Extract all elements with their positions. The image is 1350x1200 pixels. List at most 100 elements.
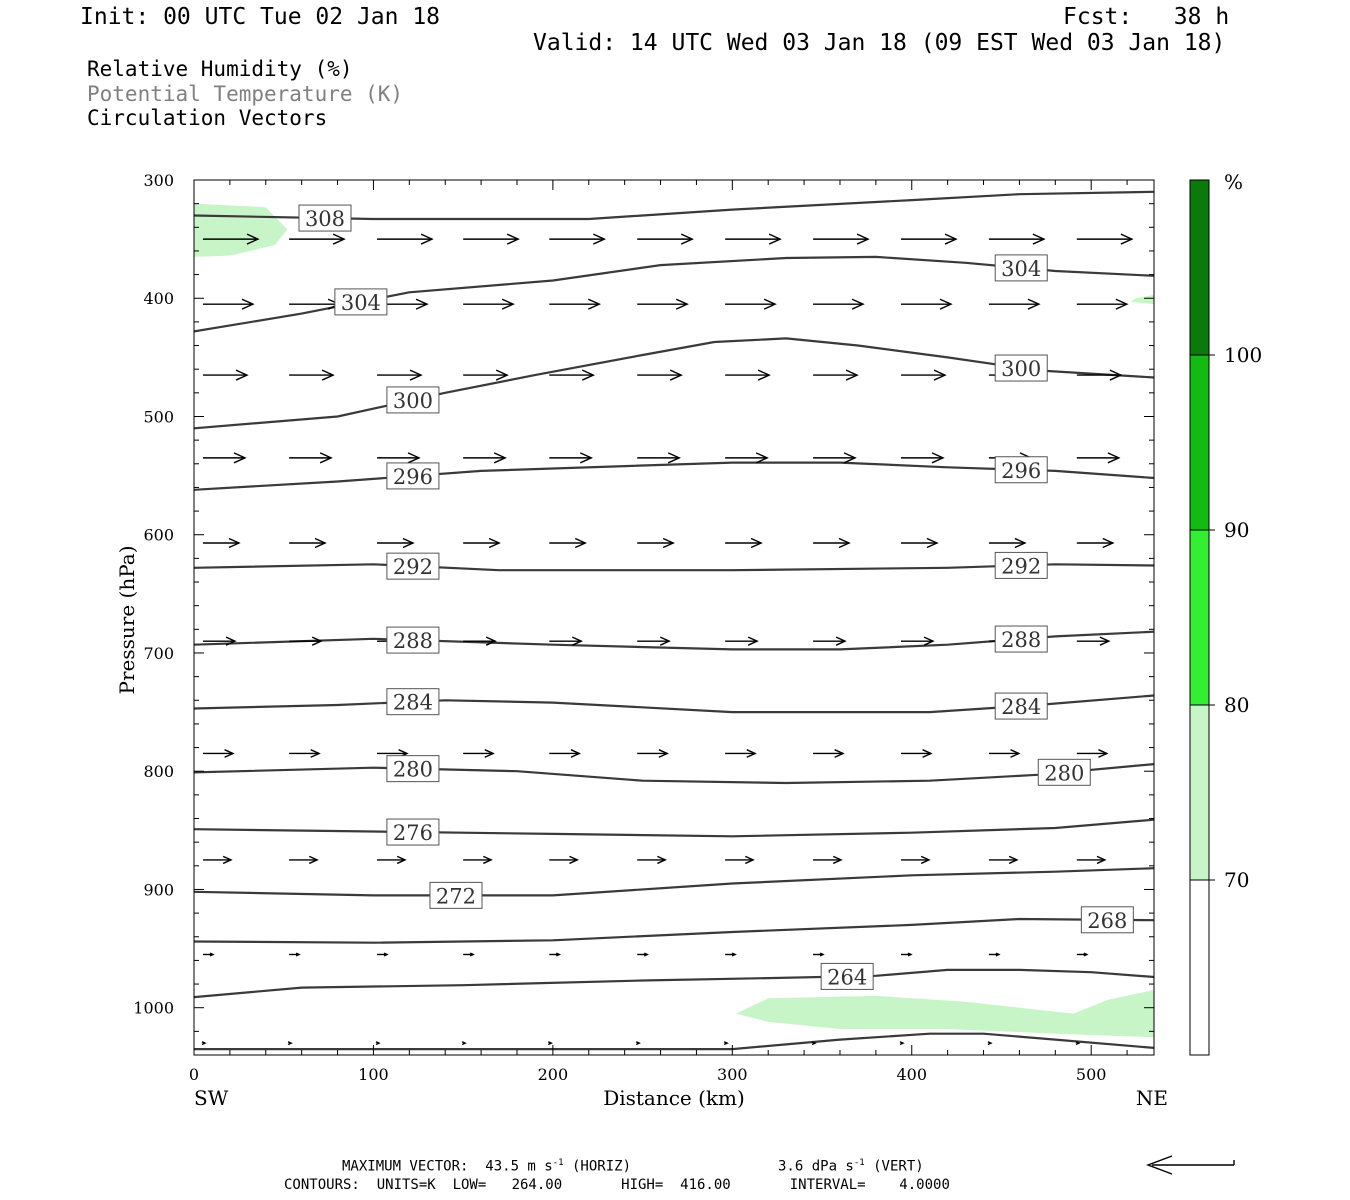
vector-head [723,1041,729,1046]
axes-layer: 300 400 500 600 700 800 900 1000 0 100 200 300 400 50… [133,171,1154,1084]
vector-head [832,855,843,865]
y-tick-label: 500 [143,407,174,426]
vector-head [548,1041,553,1046]
contour-label-box [994,254,1048,282]
vector-head [402,537,415,549]
vector-head [1109,369,1123,381]
vector-head [582,369,595,381]
contour-label-box [386,818,440,846]
field-relative-humidity: Relative Humidity (%) [87,57,353,81]
max-vector-vert-line: 3.6 dPa s-1 (VERT) [778,1158,924,1175]
vector-head [1096,855,1107,865]
contour-label: 264 [827,965,867,989]
contour-label-box [334,288,388,316]
contour-label-box [994,551,1048,579]
contour-label-box [429,881,483,909]
vector-head [593,233,606,245]
contour-label: 288 [393,629,433,653]
contour-label: 280 [1044,761,1084,785]
vector-head [835,636,847,646]
forecast-hour: Fcst: 38 h [1063,4,1230,30]
rh-colorbar: 100 90 80 70 [1189,179,1262,1056]
vector-head [819,952,825,957]
contour-label: 284 [393,691,433,715]
theta-contour-268 [194,917,1154,944]
contour-label: 276 [393,821,433,845]
valid-time: Valid: 14 UTC Wed 03 Jan 18 (09 EST Wed … [533,30,1226,56]
vector-head [926,537,939,549]
contour-label: 296 [393,465,433,489]
colorbar-label: 90 [1224,518,1249,542]
contour-label-box [386,386,440,414]
max-vector-line: MAXIMUM VECTOR: 43.5 m s-1 (HORIZ) [342,1158,631,1175]
ne-label: NE [1136,1086,1168,1110]
vector-head [920,855,931,865]
x-tick-label: 100 [358,1065,389,1084]
vector-head [856,233,870,245]
vector-head [1115,298,1129,310]
vector-head [834,749,845,758]
vector-head [939,298,953,310]
vector-head [922,749,933,758]
vector-head [383,952,389,957]
vector-head [495,369,509,381]
x-tick-label: 500 [1076,1065,1107,1084]
colorbar-label: 70 [1224,868,1249,892]
vector-head [493,452,507,464]
theta-contour-300 [194,337,1154,430]
vector-head [396,855,407,865]
field-circulation-vectors: Circulation Vectors [87,106,328,130]
vector-head [321,369,335,381]
contour-label-box [386,755,440,783]
vector-head [569,855,579,865]
vector-head [731,952,737,957]
colorbar-frame [1189,179,1210,1056]
vector-head [201,1041,207,1046]
vector-head [675,298,689,310]
vector-head [755,452,769,464]
vector-head [1075,1041,1081,1046]
vector-head [659,636,671,646]
contour-label-box [386,462,440,490]
contour-label: 292 [393,555,433,579]
theta-contour-308 [194,190,1154,221]
colorbar-segment [1190,705,1209,880]
colorbar-unit: % [1224,170,1243,194]
vector-head [311,636,323,646]
colorbar-label: 100 [1224,343,1262,367]
vector-head [851,298,865,310]
y-tick-label: 1000 [133,999,174,1018]
vector-head [222,855,233,865]
vector-head [1107,452,1121,464]
y-tick-label: 400 [143,289,174,308]
x-tick-label: 400 [896,1065,927,1084]
contour-label: 288 [1001,628,1041,652]
vector-head [235,369,249,381]
contour-label: 284 [1001,695,1041,719]
contour-label: 292 [1001,554,1041,578]
vert-label: (VERT) [864,1158,924,1175]
contour-label: 304 [341,291,381,315]
contour-label-box [994,692,1048,720]
vector-head [899,1041,905,1046]
vector-head [680,233,694,245]
vector-head [1102,537,1115,549]
contour-label: 280 [393,758,433,782]
contour-label: 300 [393,389,433,413]
contour-label: 304 [1001,257,1041,281]
y-tick-label: 600 [143,526,174,545]
y-axis-title: Pressure (hPa) [115,546,139,695]
vector-head [319,452,333,464]
theta-contour-280 [194,763,1154,785]
vector-head [461,1041,467,1046]
x-tick-label: 200 [538,1065,569,1084]
y-tick-label: 300 [143,171,174,190]
contour-label-layer: 308 304 304 300 300 296 296 292 292 288 288 284 284 2… [298,204,1134,990]
x-tick-label: 0 [189,1065,199,1084]
contour-label-box [994,456,1048,484]
vector-head [763,298,777,310]
contour-label-box [386,552,440,580]
contour-label: 272 [436,884,476,908]
vector-head [483,855,493,865]
contour-label-box [994,625,1048,653]
